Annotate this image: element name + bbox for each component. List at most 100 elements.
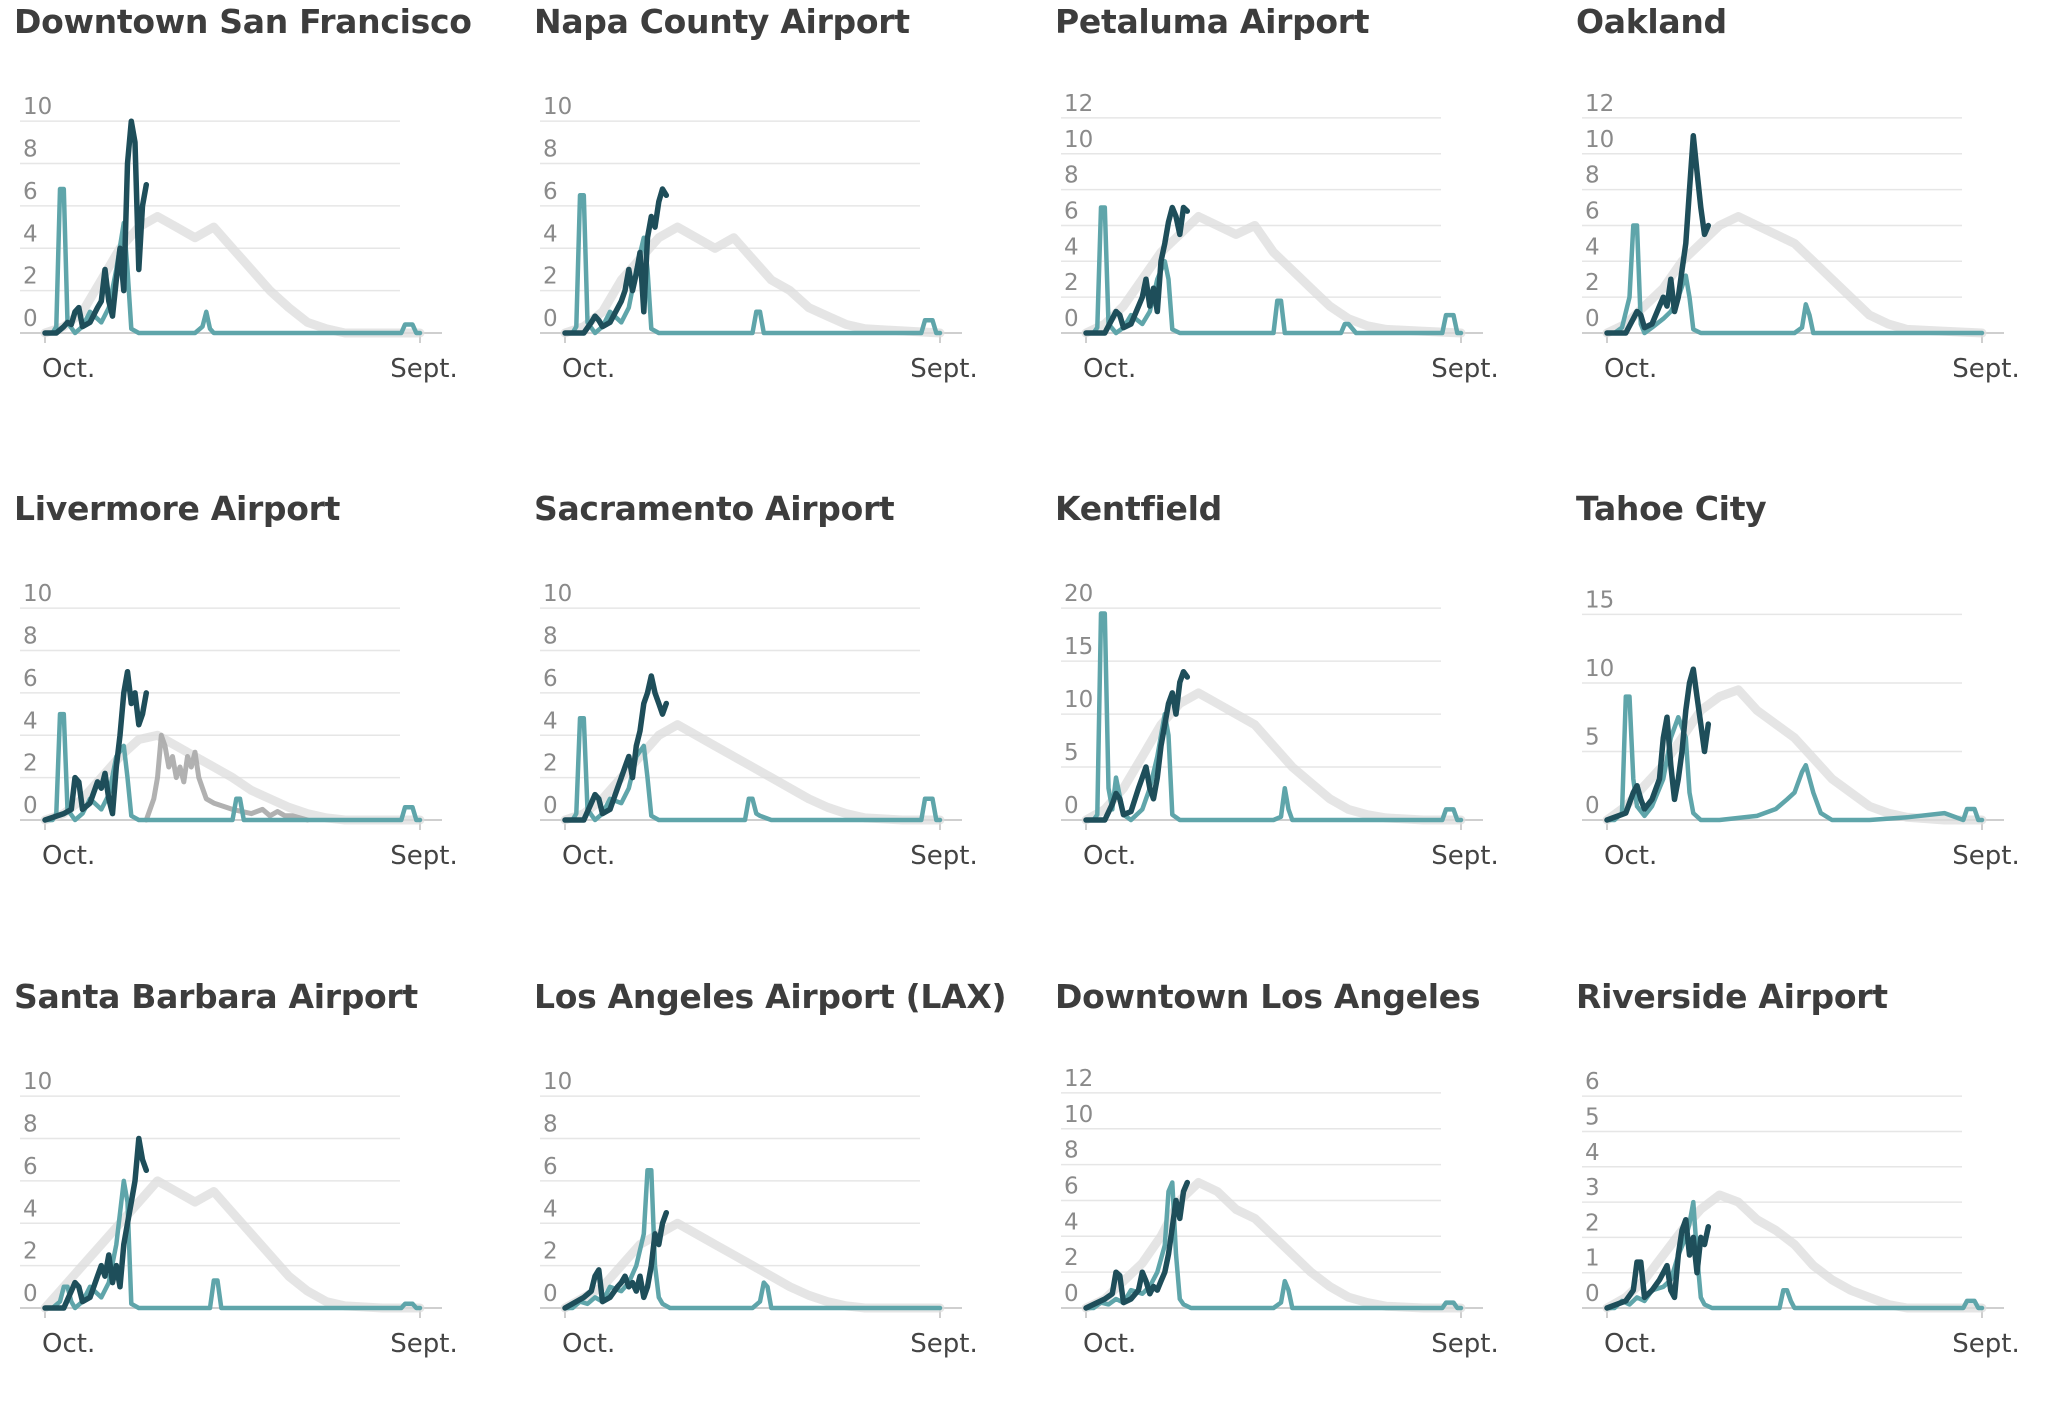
series-line-last-season: [1083, 611, 1464, 823]
y-tick-label: 0: [23, 306, 38, 332]
chart-title: Napa County Airport: [534, 2, 910, 41]
y-tick-label: 6: [23, 179, 38, 205]
y-tick-label: 5: [1585, 724, 1600, 750]
chart-panel: Tahoe City 0 5 10 15 Oct. Sept.: [1562, 487, 2048, 937]
x-tick-label: Sept.: [1431, 841, 1498, 871]
chart-panel: Downtown Los Angeles 0 2 4 6 8 10 12 Oct. Sept.: [1041, 975, 1551, 1425]
y-tick-label: 8: [1585, 163, 1600, 189]
series-line-last-season: [562, 193, 943, 336]
y-tick-label: 6: [23, 666, 38, 692]
y-tick-label: 10: [1585, 656, 1614, 682]
chart-title: Santa Barbara Airport: [14, 977, 418, 1016]
y-tick-label: 4: [23, 221, 38, 247]
series-line-past-seasons: [1602, 1190, 1987, 1313]
y-tick-label: 15: [1585, 587, 1614, 613]
y-tick-label: 10: [23, 1069, 52, 1095]
y-tick-label: 6: [543, 666, 558, 692]
series-line-last-season: [1083, 1180, 1464, 1311]
series-line-past-seasons-dark: [143, 732, 310, 823]
series-line-current-season: [1083, 204, 1191, 336]
line-chart: 0 2 4 6 8 10 12 Oct. Sept.: [1061, 1066, 1499, 1359]
line-chart: 0 5 10 15 20 Oct. Sept.: [1061, 581, 1499, 871]
y-tick-label: 2: [23, 751, 38, 777]
x-tick-label: Sept.: [910, 1329, 977, 1359]
line-chart: 0 5 10 15 Oct. Sept.: [1582, 587, 2020, 871]
y-tick-label: 10: [543, 1069, 572, 1095]
y-tick-label: 0: [1585, 793, 1600, 819]
line-chart: 0 2 4 6 8 10 Oct. Sept.: [540, 581, 978, 871]
series-line-current-season: [1604, 1216, 1712, 1311]
series-line-current-season: [1604, 666, 1712, 823]
y-tick-label: 8: [1064, 1138, 1079, 1164]
y-tick-label: 10: [1064, 1102, 1093, 1128]
x-tick-label: Sept.: [1952, 354, 2019, 384]
series-line-past-seasons: [40, 1176, 425, 1313]
chart-title: Sacramento Airport: [534, 489, 895, 528]
series-line-last-season: [562, 1168, 943, 1311]
line-chart: 0 2 4 6 8 10 Oct. Sept.: [20, 94, 458, 384]
series-line-past-seasons: [1081, 688, 1466, 825]
line-chart: 0 2 4 6 8 10 12 Oct. Sept.: [1582, 91, 2020, 384]
y-tick-label: 4: [1585, 1140, 1600, 1166]
chart-panel: Santa Barbara Airport 0 2 4 6 8 10 Oct. Sept.: [0, 975, 510, 1425]
x-tick-label: Sept.: [390, 841, 457, 871]
y-tick-label: 2: [543, 1239, 558, 1265]
y-tick-label: 0: [543, 1281, 558, 1307]
line-chart: 0 2 4 6 8 10 12 Oct. Sept.: [1061, 91, 1499, 384]
y-tick-label: 0: [543, 306, 558, 332]
x-tick-label: Sept.: [1952, 841, 2019, 871]
series-line-current-season: [1604, 133, 1712, 336]
chart-title: Downtown Los Angeles: [1055, 977, 1481, 1016]
y-tick-label: 0: [1064, 1281, 1079, 1307]
x-tick-label: Oct.: [42, 354, 95, 384]
chart-panel: Napa County Airport 0 2 4 6 8 10 Oct. Sept.: [520, 0, 1030, 450]
x-tick-label: Sept.: [1431, 354, 1498, 384]
y-tick-label: 6: [23, 1154, 38, 1180]
y-tick-label: 4: [1064, 1209, 1079, 1235]
y-tick-label: 8: [543, 1112, 558, 1138]
y-tick-label: 10: [1585, 127, 1614, 153]
y-tick-label: 12: [1064, 91, 1093, 117]
y-tick-label: 8: [23, 624, 38, 650]
series-line-current-season: [42, 668, 150, 823]
y-tick-label: 4: [543, 221, 558, 247]
y-tick-label: 8: [543, 137, 558, 163]
chart-panel: Riverside Airport 0 1 2 3 4 5 6 Oct. Sept.: [1562, 975, 2048, 1425]
series-line-last-season: [562, 716, 943, 823]
y-tick-label: 5: [1585, 1104, 1600, 1130]
line-chart: 0 1 2 3 4 5 6 Oct. Sept.: [1582, 1069, 2020, 1359]
series-line-current-season: [562, 1209, 670, 1311]
y-tick-label: 6: [543, 179, 558, 205]
y-tick-label: 6: [1585, 198, 1600, 224]
x-tick-label: Sept.: [1431, 1329, 1498, 1359]
x-tick-label: Oct.: [562, 354, 615, 384]
x-tick-label: Oct.: [42, 1329, 95, 1359]
x-tick-label: Sept.: [390, 354, 457, 384]
chart-panel: Kentfield 0 5 10 15 20 Oct. Sept.: [1041, 487, 1551, 937]
y-tick-label: 4: [1064, 234, 1079, 260]
series-line-current-season: [42, 118, 150, 336]
y-tick-label: 5: [1064, 740, 1079, 766]
y-tick-label: 2: [543, 264, 558, 290]
y-tick-label: 2: [543, 751, 558, 777]
y-tick-label: 6: [1064, 1173, 1079, 1199]
chart-title: Tahoe City: [1576, 489, 1767, 528]
y-tick-label: 3: [1585, 1175, 1600, 1201]
line-chart: 0 2 4 6 8 10 Oct. Sept.: [20, 1069, 458, 1359]
y-tick-label: 15: [1064, 634, 1093, 660]
y-tick-label: 2: [23, 1239, 38, 1265]
y-tick-label: 0: [1585, 306, 1600, 332]
x-tick-label: Oct.: [42, 841, 95, 871]
series-line-past-seasons: [1602, 212, 1987, 338]
y-tick-label: 1: [1585, 1246, 1600, 1272]
y-tick-label: 20: [1064, 581, 1093, 607]
y-tick-label: 4: [23, 1196, 38, 1222]
series-line-last-season: [42, 1178, 423, 1311]
y-tick-label: 8: [23, 137, 38, 163]
chart-panel: Los Angeles Airport (LAX) 0 2 4 6 8 10 Oct. Sept…: [520, 975, 1030, 1425]
y-tick-label: 2: [23, 264, 38, 290]
y-tick-label: 2: [1585, 1210, 1600, 1236]
chart-panel: Livermore Airport 0 2 4 6 8 10 Oct. Sept.: [0, 487, 510, 937]
y-tick-label: 10: [1064, 687, 1093, 713]
y-tick-label: 10: [543, 94, 572, 120]
